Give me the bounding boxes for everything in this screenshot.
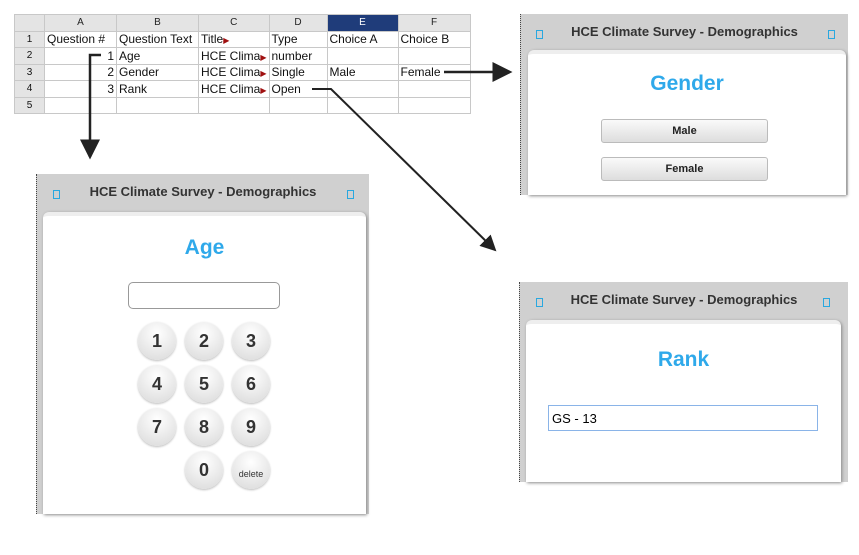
column-header[interactable]: F (397, 14, 471, 32)
cell-text: number (271, 48, 313, 63)
app-title: HCE Climate Survey - Demographics (571, 24, 798, 39)
row-header[interactable]: 1 (14, 30, 45, 48)
rank-screen: HCE Climate Survey - Demographics Rank (519, 282, 848, 482)
cell-text: Rank (119, 81, 148, 96)
cell-text: Age (119, 48, 141, 63)
left-nav-icon[interactable] (536, 30, 543, 39)
key-5[interactable]: 5 (185, 365, 223, 403)
cell-text: Single (271, 65, 305, 80)
key-1[interactable]: 1 (138, 322, 176, 360)
overflow-indicator-icon: ▶ (260, 52, 267, 62)
right-nav-icon[interactable] (347, 190, 354, 199)
cell[interactable]: Title▶ (198, 30, 270, 48)
cell-text: HCE Clima (201, 81, 261, 96)
overflow-indicator-icon: ▶ (223, 36, 230, 46)
gender-screen: HCE Climate Survey - Demographics Gender… (520, 14, 848, 195)
key-0[interactable]: 0 (185, 451, 223, 489)
cell-text: 3 (107, 81, 114, 96)
arrow-to-age (80, 53, 101, 160)
rank-input[interactable] (548, 405, 818, 431)
question-title: Rank (657, 348, 710, 371)
spreadsheet: A B C D E F 1 Question # Question Text Titl… (14, 14, 471, 114)
column-header[interactable]: A (44, 14, 117, 32)
right-nav-icon[interactable] (828, 30, 835, 39)
key-8[interactable]: 8 (185, 408, 223, 446)
question-card: Age 1 2 3 4 5 6 7 8 9 0 delete (43, 212, 366, 514)
overflow-indicator-icon: ▶ (260, 69, 267, 79)
sheet-row: 1 Question # Question Text Title▶ Type Choice… (14, 30, 471, 48)
sheet-row: 2 1 Age HCE Clima▶ number (14, 47, 471, 65)
cell-text: Choice B (400, 32, 450, 47)
key-9[interactable]: 9 (232, 408, 270, 446)
key-2[interactable]: 2 (185, 322, 223, 360)
question-card: Gender Male Female (528, 50, 846, 195)
cell[interactable] (397, 96, 471, 114)
cell[interactable]: Question # (44, 30, 117, 48)
cell[interactable]: Single (268, 63, 328, 81)
cell-text: Question # (47, 32, 106, 47)
cell[interactable]: Type (268, 30, 328, 48)
cell-text: Male (329, 65, 356, 80)
delete-key[interactable]: delete (232, 451, 270, 489)
column-header[interactable]: C (198, 14, 270, 32)
key-6[interactable]: 6 (232, 365, 270, 403)
right-nav-icon[interactable] (823, 298, 830, 307)
row-header[interactable]: 5 (14, 96, 45, 114)
sheet-row: 5 (14, 96, 471, 114)
row-header[interactable]: 4 (14, 80, 45, 98)
cell-text: HCE Clima (201, 65, 261, 80)
question-title: Age (184, 236, 225, 259)
cell-text: Choice A (329, 32, 378, 47)
left-nav-icon[interactable] (536, 298, 543, 307)
overflow-indicator-icon: ▶ (260, 85, 267, 95)
cell-text: Question Text (119, 32, 193, 47)
left-nav-icon[interactable] (53, 190, 60, 199)
app-title: HCE Climate Survey - Demographics (89, 184, 317, 199)
cell-text: 2 (107, 65, 114, 80)
cell-text: HCE Clima (201, 48, 261, 63)
age-input[interactable] (128, 282, 280, 309)
key-7[interactable]: 7 (138, 408, 176, 446)
arrow-to-rank (312, 88, 497, 252)
cell[interactable]: HCE Clima▶ (198, 63, 270, 81)
choice-female-button[interactable]: Female (601, 157, 768, 181)
corner-cell[interactable] (14, 14, 45, 32)
column-header[interactable]: E (326, 14, 399, 32)
app-title: HCE Climate Survey - Demographics (570, 292, 798, 307)
cell-text: Female (400, 65, 441, 80)
cell-text: Type (271, 32, 298, 47)
question-title: Gender (650, 72, 724, 95)
cell[interactable] (116, 96, 199, 114)
key-3[interactable]: 3 (232, 322, 270, 360)
choice-male-button[interactable]: Male (601, 119, 768, 143)
cell-text: Title (201, 32, 224, 47)
sheet-row: 3 2 Gender HCE Clima▶ Single Male Female (14, 63, 471, 81)
cell-text: 1 (107, 48, 114, 63)
key-4[interactable]: 4 (138, 365, 176, 403)
cell-text: Open (271, 81, 301, 96)
column-header[interactable]: B (116, 14, 199, 32)
cell-text: Gender (119, 65, 160, 80)
question-card: Rank (526, 320, 841, 482)
